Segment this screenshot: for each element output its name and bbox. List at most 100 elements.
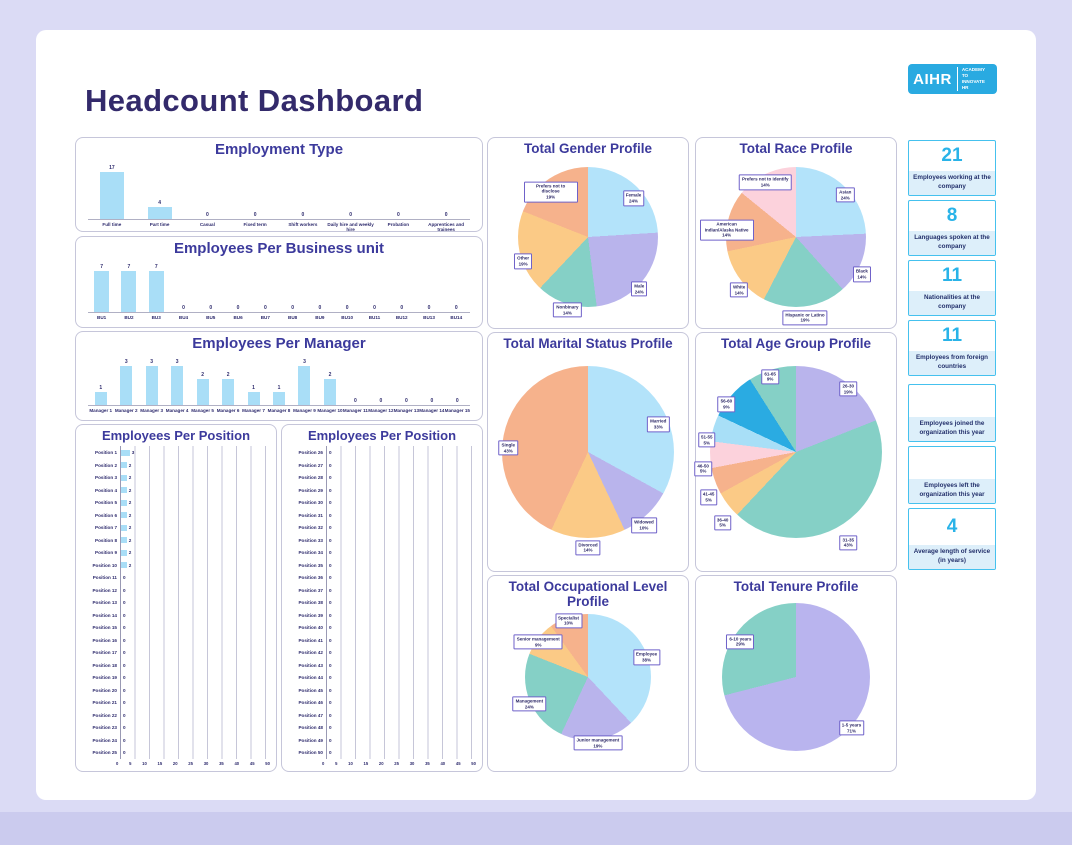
pie-slice-pct: 14% (760, 182, 770, 188)
pie-slice-label: 56-60 9% (717, 396, 736, 413)
hbar-row: Position 33 0 (288, 533, 474, 547)
bar-column: 3 (113, 355, 138, 405)
bar-value-label: 2 (128, 525, 132, 531)
row-category-label: Position 32 (298, 525, 323, 531)
pie-slice-label: Prefers not to disclose 19% (523, 181, 578, 203)
bar (171, 365, 184, 405)
pie-slice-pct: 19% (593, 742, 603, 748)
row-plot: 0 (120, 746, 266, 759)
footer-band (0, 812, 1072, 845)
bar-value-label: 1 (252, 384, 255, 391)
row-category-label: Position 16 (92, 637, 117, 643)
pie-slice-pct: 5% (705, 497, 712, 503)
position-chart-26-50: Employees Per Position Position 26 0 Posit… (281, 424, 483, 772)
bar-category-label: Manager 5 (191, 407, 214, 413)
bar-category-label: Full time (102, 221, 122, 227)
bar-value-label: 0 (329, 687, 332, 693)
pie-slice-label: American Indian/Alaska Native 14% (699, 219, 754, 241)
bar-value-label: 2 (128, 562, 132, 568)
bar-value-label: 0 (329, 662, 332, 668)
row-plot: 0 (326, 508, 472, 522)
bar-value-label: 0 (123, 687, 126, 693)
bar-value-label: 0 (329, 487, 332, 493)
bar-value-label: 0 (329, 675, 332, 681)
x-tick-label: 40 (234, 760, 240, 766)
bar-value-label: 0 (329, 575, 332, 581)
row-category-label: Position 20 (92, 687, 117, 693)
bar-column: 0 (334, 260, 361, 312)
employment-type-plot: 17 4 0 0 0 0 0 0 Full time Part time Casual Fixed t… (80, 161, 478, 234)
bar-column: 0 (224, 260, 251, 312)
hbar-row: Position 15 0 (82, 621, 268, 634)
pie-slice-label: Divorced 14% (575, 539, 601, 556)
pie-slice-pct: 14% (722, 232, 732, 238)
row-plot: 0 (326, 571, 472, 584)
x-tick-label: 35 (219, 760, 224, 766)
row-category-label: Position 21 (92, 700, 117, 706)
bar-value-label: 0 (329, 650, 332, 656)
pie-slice-name: 51-55 (701, 434, 713, 440)
row-plot: 0 (120, 721, 266, 734)
bar (298, 365, 311, 405)
bar-category-label: BU4 (178, 314, 189, 320)
pie-slice-name: Nonbinary (556, 304, 579, 310)
row-plot: 2 (120, 471, 266, 484)
bar-column: 1 (266, 355, 291, 405)
x-tick-label: 0 (116, 760, 119, 766)
bar-column: 3 (164, 355, 189, 405)
bar-category-labels: BU1 BU2 BU3 BU4 BU5 BU6 BU7 BU8 BU9 BU10 BU11 BU12 B… (88, 315, 470, 321)
bar-category-label: Probation (387, 221, 410, 227)
chart-title: Employees Per Position (101, 428, 251, 443)
bar-category-label: BU12 (395, 314, 408, 320)
position-chart-1-25: Employees Per Position Position 1 3 Positi… (75, 424, 277, 772)
bar-value-label: 0 (253, 211, 257, 218)
bar-value-label: 2 (128, 487, 132, 493)
x-tick-label: 25 (394, 760, 399, 766)
bar-column: 0 (184, 161, 232, 219)
x-axis-ticks: 0 5 10 15 20 25 30 35 40 45 50 (116, 761, 270, 766)
bar-category-label: BU1 (97, 314, 107, 320)
row-plot: 0 (120, 658, 266, 672)
hbar-row: Position 49 0 (288, 733, 474, 747)
bar (121, 549, 127, 556)
position-plot-26-50: Position 26 0 Position 27 0 Position 28 0 Posi… (286, 446, 478, 766)
row-category-label: Position 40 (298, 625, 323, 631)
bar-category-label: Manager 6 (216, 407, 240, 413)
bar-value-label: 17 (109, 164, 115, 171)
row-plot: 0 (326, 446, 472, 459)
kpi-joined-this-year: Employees joined the organization this y… (908, 384, 996, 442)
bar-category-label: BU3 (151, 314, 161, 320)
row-category-label: Position 33 (298, 537, 323, 543)
pie-slice-label: Asian 24% (836, 187, 855, 203)
pie-slice-name: 36-40 (716, 517, 729, 523)
bar-category-label: Manager 3 (140, 407, 164, 413)
pie-slice-label: Prefers not to identify 14% (739, 174, 792, 190)
kpi-avg-length-service: 4 Average length of service (in years) (908, 508, 996, 570)
bar-value-label: 0 (123, 637, 126, 643)
pie-slice-pct: 19% (518, 261, 528, 267)
x-axis-ticks: 0 5 10 15 20 25 30 35 40 45 50 (322, 761, 476, 766)
bar-value-label: 3 (124, 358, 128, 365)
pie-slice-name: 6-10 years (729, 636, 752, 642)
bar-value-label: 0 (329, 550, 332, 556)
row-plot: 0 (120, 696, 266, 709)
hbar-row: Position 37 0 (288, 583, 474, 597)
bar-column: 0 (415, 260, 442, 312)
kpi-value: 21 (941, 145, 963, 167)
bar-value-label: 0 (123, 750, 126, 756)
x-tick-label: 5 (129, 760, 132, 766)
hbar-row: Position 16 0 (82, 633, 268, 647)
hbar-plot-area: Position 1 3 Position 2 2 Position 3 2 Positio… (82, 446, 268, 759)
bar-value-label: 1 (277, 384, 281, 391)
bar-value-label: 0 (404, 397, 408, 404)
bar-column: 0 (279, 260, 306, 312)
row-category-label: Position 29 (298, 487, 323, 493)
kpi-employees-working: 21 Employees working at the company (908, 140, 996, 196)
row-category-label: Position 31 (298, 512, 323, 518)
hbar-row: Position 42 0 (288, 646, 474, 659)
pie-slice-label: 26-30 19% (839, 381, 857, 397)
bar-value-label: 3 (303, 358, 306, 365)
row-plot: 0 (326, 696, 472, 709)
bar-column: 1 (241, 355, 266, 405)
hbar-row: Position 32 0 (288, 521, 474, 534)
